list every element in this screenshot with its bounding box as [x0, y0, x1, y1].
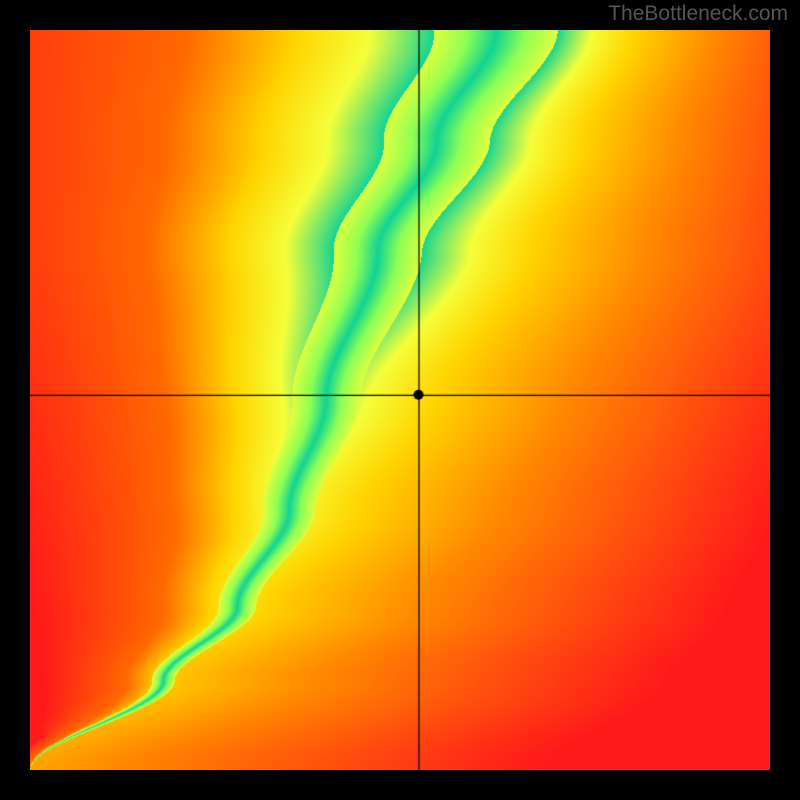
heatmap-canvas	[30, 30, 770, 770]
chart-container: TheBottleneck.com	[0, 0, 800, 800]
watermark-text: TheBottleneck.com	[608, 2, 788, 26]
